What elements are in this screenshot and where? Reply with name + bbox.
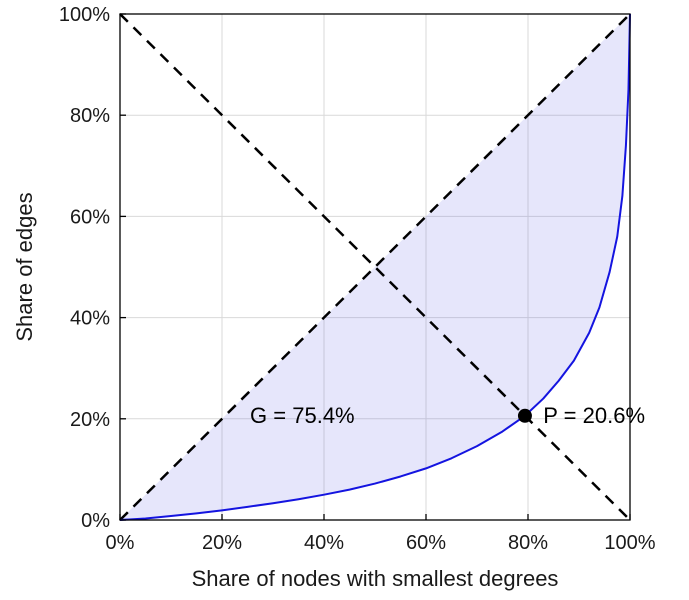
y-tick-label: 0% — [81, 510, 110, 532]
x-tick-label: 0% — [106, 532, 135, 554]
x-tick-label: 100% — [604, 532, 655, 554]
gini-annotation: G = 75.4% — [250, 402, 355, 428]
p-annotation: P = 20.6% — [543, 402, 646, 428]
anti-diagonal-line — [119, 13, 631, 521]
y-tick-label: 20% — [70, 409, 110, 431]
y-tick-label: 60% — [70, 206, 110, 228]
axes-box — [119, 13, 631, 521]
x-axis-label: Share of nodes with smallest degrees — [191, 566, 559, 591]
y-tick-label: 80% — [70, 105, 110, 127]
x-tick-label: 20% — [202, 532, 242, 554]
y-tick-label: 100% — [59, 4, 110, 26]
x-tick-label: 80% — [508, 532, 548, 554]
lorenz-curve-line — [119, 13, 631, 521]
x-tick-label: 40% — [304, 532, 344, 554]
x-tick-label: 60% — [406, 532, 446, 554]
equality-diagonal-line — [119, 13, 631, 521]
y-axis-label: Share of edges — [12, 192, 37, 342]
intersection-point — [517, 408, 532, 423]
y-tick-label: 40% — [70, 308, 110, 330]
